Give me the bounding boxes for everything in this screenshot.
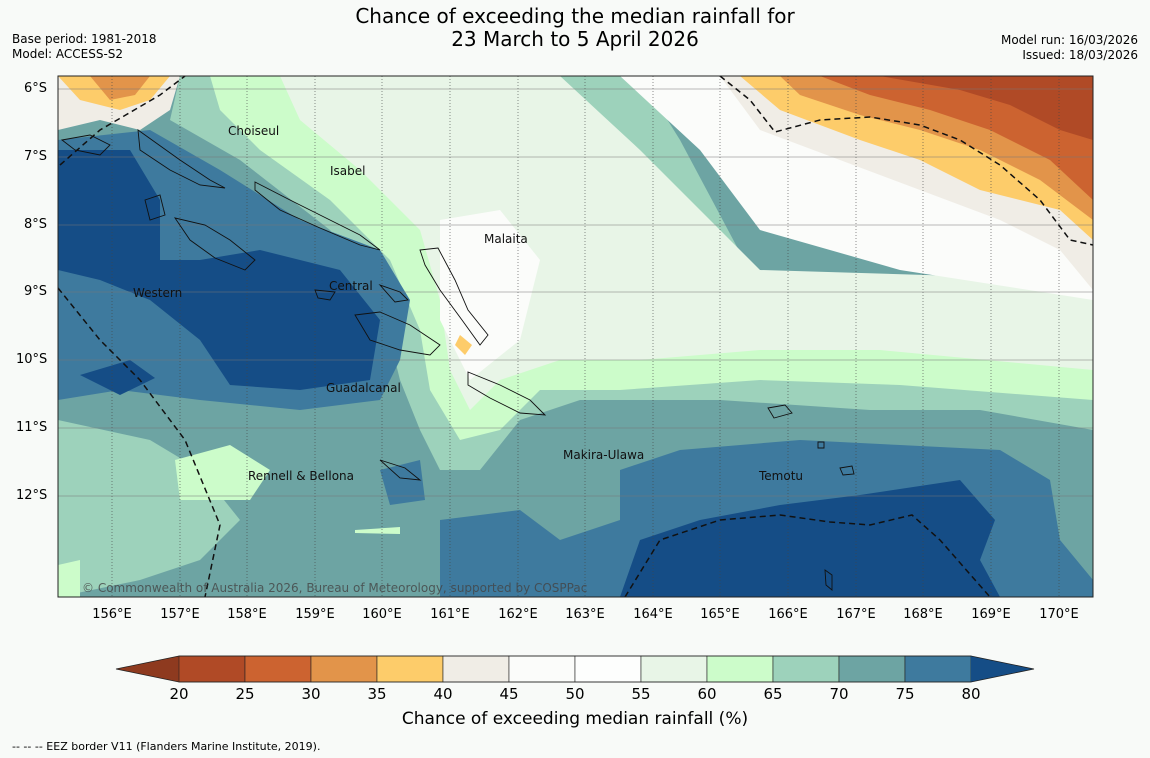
lat-label: 8°S bbox=[24, 217, 48, 232]
colorbar-cell bbox=[310, 655, 378, 683]
colorbar-outline bbox=[115, 655, 1035, 683]
colorbar-cell bbox=[640, 655, 708, 683]
colorbar-tick-label: 50 bbox=[565, 685, 585, 703]
lon-label: 168°E bbox=[903, 607, 943, 622]
island-small-1 bbox=[378, 284, 409, 303]
lon-label: 160°E bbox=[362, 607, 402, 622]
colorbar-cell bbox=[838, 655, 906, 683]
island-vanikoro bbox=[817, 441, 825, 449]
colorbar-cell bbox=[904, 655, 972, 683]
colorbar-tick-label: 30 bbox=[301, 685, 321, 703]
colorbar-cell bbox=[574, 655, 642, 683]
lon-label: 163°E bbox=[565, 607, 605, 622]
label-guadalcanal: Guadalcanal bbox=[326, 381, 401, 395]
colorbar-cell bbox=[706, 655, 774, 683]
eez-border bbox=[57, 75, 1094, 598]
colorbar-cell bbox=[178, 655, 246, 683]
colorbar-cells bbox=[178, 655, 972, 683]
lon-label: 158°E bbox=[227, 607, 267, 622]
lon-label: 156°E bbox=[92, 607, 132, 622]
island-choiseul bbox=[137, 129, 226, 189]
model-run: Model run: 16/03/2026 bbox=[1000, 33, 1138, 47]
island-rennell bbox=[379, 459, 422, 481]
island-malaita bbox=[419, 247, 489, 346]
colorbar-tick-label: 80 bbox=[961, 685, 981, 703]
lon-label: 167°E bbox=[836, 607, 876, 622]
lon-label: 165°E bbox=[700, 607, 740, 622]
label-isabel: Isabel bbox=[330, 164, 365, 178]
lon-label: 164°E bbox=[633, 607, 673, 622]
label-western: Western bbox=[133, 286, 182, 300]
lon-label: 159°E bbox=[295, 607, 335, 622]
label-central: Central bbox=[329, 279, 373, 293]
map-title-line1: Chance of exceeding the median rainfall … bbox=[355, 4, 795, 28]
lat-label: 7°S bbox=[24, 149, 48, 164]
latitude-gridlines bbox=[58, 88, 1093, 497]
lat-label: 10°S bbox=[16, 352, 48, 367]
colorbar bbox=[115, 655, 1035, 683]
region-labels: Choiseul Isabel Malaita Western Central … bbox=[133, 124, 803, 483]
eez-footnote: -- -- -- EEZ border V11 (Flanders Marine… bbox=[12, 740, 321, 753]
colorbar-tick-label: 35 bbox=[367, 685, 387, 703]
model-name: Model: ACCESS-S2 bbox=[12, 47, 124, 61]
island-nggela bbox=[314, 289, 336, 301]
label-choiseul: Choiseul bbox=[228, 124, 279, 138]
colorbar-tick-label: 75 bbox=[895, 685, 915, 703]
island-shortland bbox=[60, 134, 111, 156]
colorbar-tick-label: 25 bbox=[235, 685, 255, 703]
meta-left: Base period: 1981-2018 Model: ACCESS-S2 bbox=[12, 32, 157, 62]
island-guadalcanal bbox=[354, 311, 441, 356]
meta-right: Model run: 16/03/2026 Issued: 18/03/2026 bbox=[1001, 33, 1138, 63]
lat-label: 6°S bbox=[24, 81, 48, 96]
colorbar-cell bbox=[244, 655, 312, 683]
colorbar-tick-label: 65 bbox=[763, 685, 783, 703]
lat-label: 11°S bbox=[16, 420, 48, 435]
colorbar-low-arrow bbox=[116, 656, 179, 682]
island-santa-cruz bbox=[767, 404, 793, 419]
lat-label: 12°S bbox=[16, 488, 48, 503]
island-utupua bbox=[839, 465, 855, 476]
lon-label: 169°E bbox=[971, 607, 1011, 622]
colorbar-tick-label: 20 bbox=[169, 685, 189, 703]
island-vella-lavella bbox=[144, 194, 166, 221]
lon-label: 170°E bbox=[1039, 607, 1079, 622]
contour-fills bbox=[58, 76, 1093, 597]
colorbar-cell bbox=[442, 655, 510, 683]
colorbar-cell bbox=[772, 655, 840, 683]
colorbar-high-arrow bbox=[971, 656, 1034, 682]
colorbar-tick-label: 60 bbox=[697, 685, 717, 703]
lon-label: 157°E bbox=[160, 607, 200, 622]
issued-date: Issued: 18/03/2026 bbox=[1022, 48, 1138, 62]
label-malaita: Malaita bbox=[484, 232, 528, 246]
label-temotu: Temotu bbox=[758, 469, 803, 483]
colorbar-tick-label: 55 bbox=[631, 685, 651, 703]
island-new-georgia bbox=[173, 217, 256, 271]
coastlines bbox=[60, 129, 855, 591]
base-period: Base period: 1981-2018 bbox=[12, 32, 157, 46]
map-title-line2: 23 March to 5 April 2026 bbox=[451, 27, 699, 51]
lat-label: 9°S bbox=[24, 284, 48, 299]
colorbar-tick-label: 45 bbox=[499, 685, 519, 703]
island-isabel bbox=[254, 181, 381, 251]
lon-label: 166°E bbox=[768, 607, 808, 622]
copyright-notice: © Commonwealth of Australia 2026, Bureau… bbox=[82, 581, 587, 595]
label-makira-ulawa: Makira-Ulawa bbox=[563, 448, 644, 462]
colorbar-cell bbox=[376, 655, 444, 683]
island-south bbox=[824, 569, 833, 591]
map-frame bbox=[57, 75, 1094, 598]
lon-label: 161°E bbox=[430, 607, 470, 622]
island-makira bbox=[467, 371, 547, 416]
colorbar-title: Chance of exceeding median rainfall (%) bbox=[401, 709, 749, 729]
lon-label: 162°E bbox=[498, 607, 538, 622]
colorbar-tick-label: 70 bbox=[829, 685, 849, 703]
colorbar-tick-label: 40 bbox=[433, 685, 453, 703]
label-rennell-bellona: Rennell & Bellona bbox=[248, 469, 354, 483]
colorbar-cell bbox=[508, 655, 576, 683]
